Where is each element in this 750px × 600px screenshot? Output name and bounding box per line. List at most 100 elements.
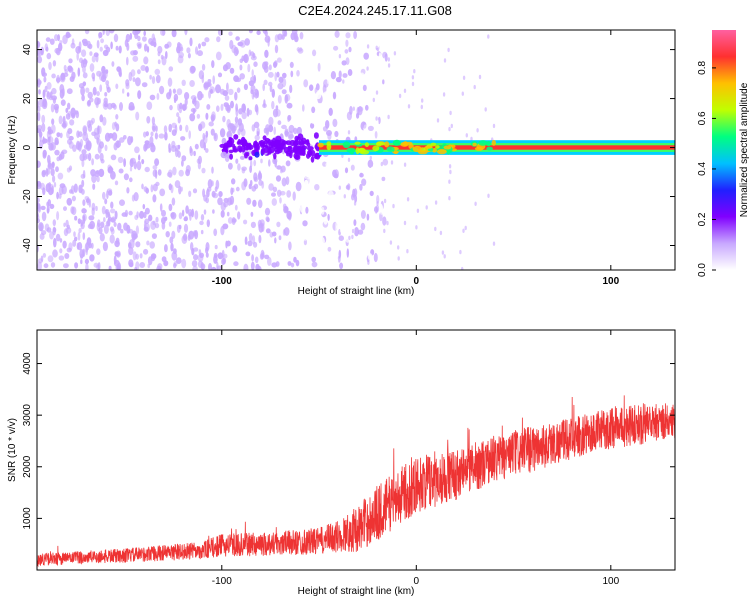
spectrogram-noise-blob [41,122,46,133]
spectrogram-signal-blob [412,145,422,153]
spectrogram-noise-blob [229,39,234,50]
spectrogram-noise-blob [151,76,156,84]
spectrogram-noise-blob [199,139,205,149]
spectrogram-noise-blob [151,233,157,240]
spectrogram-noise-blob [178,169,184,177]
spectrogram-noise-blob [176,112,180,118]
spectrogram-noise-blob [327,178,331,186]
spectrogram-noise-blob [285,176,290,186]
spectrogram-noise-blob [288,124,295,134]
spectrogram-noise-blob [146,101,153,110]
spectrogram-noise-blob [197,90,203,101]
spectrogram-noise-blob [179,124,183,131]
spectrogram-noise-blob [354,194,358,203]
spectrogram-noise-blob [50,168,55,177]
spectrogram-signal-blob [474,146,484,151]
spectrogram-noise-blob [328,190,334,199]
spectrogram-frame [36,29,676,271]
spectrogram-noise-blob [264,207,271,216]
spectrogram-noise-blob [157,169,162,176]
spectrogram-noise-blob [44,85,48,93]
spectrogram-noise-blob [102,241,108,252]
snr-frame [36,329,676,571]
spectrogram-speckle [383,228,386,234]
colorbar: 0.0 0.2 0.4 0.6 0.8 Normalized spectral ampl… [697,30,750,277]
spectrogram-onset-blob [301,143,305,149]
spectrogram-noise-blob [176,257,182,264]
spectrogram-noise-blob [365,104,369,111]
spectrogram-noise-blob [41,67,46,76]
spectrogram-speckle [442,92,446,97]
spectrogram-noise-blob [190,65,196,73]
spectrogram-noise-blob [205,252,209,258]
spectrogram-signal-blob [443,145,452,150]
spectrogram-noise-blob [81,149,87,155]
spectrogram-noise-blob [274,237,277,244]
spectrogram-noise-blob [282,229,286,236]
spectrogram-noise-blob [180,136,186,141]
spectrogram-noise-blob [327,246,332,252]
spectrogram-noise-blob [171,197,176,206]
spectrogram-noise-blob [103,102,108,108]
spectrogram-noise-blob [311,261,318,268]
spectrogram-noise-blob [37,214,40,221]
spectrogram-speckle [434,226,437,232]
spectrogram-noise-blob [95,205,98,212]
spectrogram-noise-blob [164,244,168,253]
spectrogram-noise-blob [47,159,52,168]
spectrogram-noise-blob [194,143,199,150]
spectrogram-noise-blob [159,85,165,95]
spectrogram-noise-blob [115,265,119,270]
spectrogram-noise-blob [122,88,125,94]
spectrogram-noise-blob [278,76,284,84]
spectrogram-noise-blob [373,243,378,248]
spectrogram-noise-blob [250,85,256,92]
spectrogram-noise-blob [282,203,287,209]
spectrogram-onset-blob [313,154,319,160]
spectrogram-noise-blob [98,227,103,235]
spectrogram-noise-blob [171,230,176,239]
snr-x-label: Height of straight line (km) [298,586,415,597]
spectrogram-noise-blob [367,125,374,131]
spectrogram-noise-blob [297,48,304,54]
spectrogram-noise-blob [143,248,149,255]
spectrogram-noise-blob [296,70,300,77]
spectrogram-noise-blob [83,144,89,150]
spectrogram-noise-blob [241,168,246,174]
spectrogram-noise-blob [137,69,141,75]
spectrogram-noise-blob [309,67,315,77]
spectrogram-noise-blob [107,211,111,217]
spectrogram-noise-blob [210,266,217,270]
spectrogram-signal-blob [357,148,365,152]
spectrogram-speckle [406,197,410,202]
spectrogram-noise-blob [56,211,60,221]
spectrogram-noise-blob [171,30,177,38]
spectrogram-noise-blob [150,131,154,137]
spectrogram-signal-blob [402,141,408,147]
spectrogram-onset-blob [310,156,315,163]
spectrogram-noise-blob [94,132,100,140]
spectrogram-noise-blob [246,197,252,205]
spectrogram-noise-blob [312,49,317,57]
spectrogram-noise-blob [68,141,74,149]
spectrogram-speckle [492,241,496,246]
spectrogram-noise-blob [126,187,130,194]
spectrogram-noise-blob [37,41,40,48]
spectrogram-noise-blob [116,66,122,72]
spectrogram-noise-blob [243,263,249,270]
spectrogram-noise-blob [315,83,320,91]
spectrogram-noise-blob [350,164,355,171]
spectrogram-noise-blob [310,116,316,125]
spectrogram-noise-blob [63,222,66,227]
spectrogram-noise-blob [105,30,110,37]
spectrogram-noise-blob [243,219,248,225]
spectrogram-noise-blob [46,91,51,100]
spectrogram-noise-blob [215,51,222,61]
spectrogram-onset-blob [243,146,250,151]
spectrogram-noise-blob [135,241,141,248]
spectrogram-noise-blob [231,217,236,225]
spectrogram-noise-blob [300,39,307,46]
spectrogram-speckle [484,107,487,112]
spectrogram-noise-blob [216,36,221,43]
spectrogram-noise-blob [353,31,357,39]
